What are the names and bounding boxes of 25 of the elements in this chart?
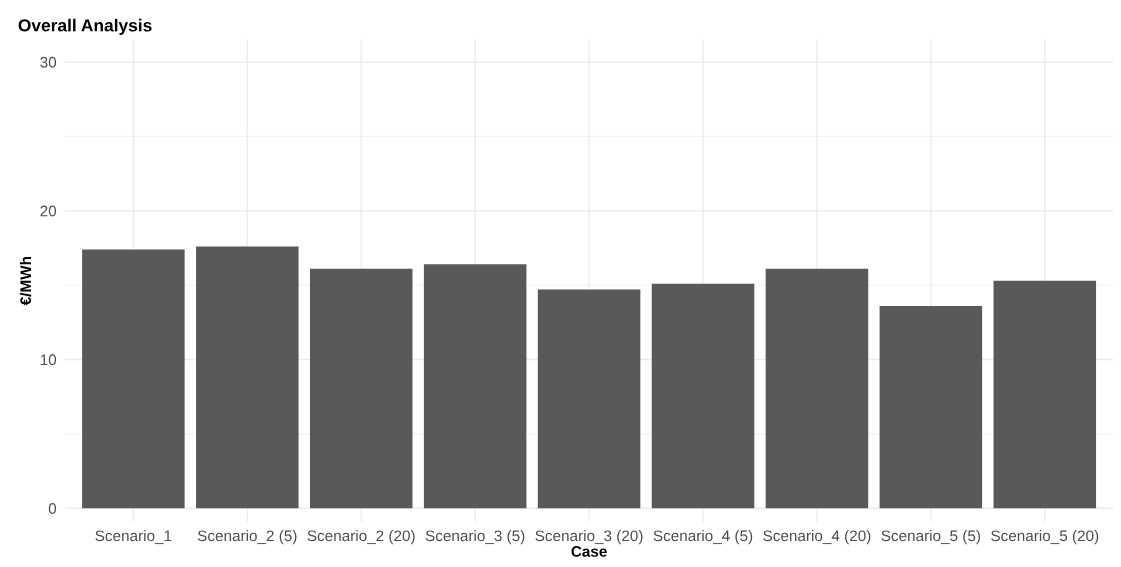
x-tick-label: Scenario_2 (5)	[197, 529, 297, 545]
x-tick-label: Scenario_1	[95, 529, 172, 545]
chart-title: Overall Analysis	[18, 18, 152, 35]
x-tick-label: Scenario_4 (5)	[653, 529, 753, 545]
x-axis-title: Case	[571, 546, 607, 557]
y-axis-title: €/MWh	[19, 257, 32, 306]
x-tick-label: Scenario_4 (20)	[763, 529, 871, 545]
bar	[651, 283, 755, 509]
bar	[309, 268, 413, 509]
y-tick-label: 20	[40, 205, 57, 217]
y-tick-label: 10	[40, 354, 57, 366]
x-tick-label: Scenario_3 (5)	[425, 529, 525, 545]
bar	[423, 264, 527, 509]
bar	[993, 280, 1097, 509]
y-tick-label: 0	[48, 503, 57, 514]
bar	[879, 305, 983, 509]
x-tick-label: Scenario_5 (20)	[991, 529, 1099, 545]
bar	[82, 249, 185, 509]
y-tick-label: 30	[40, 56, 57, 68]
bar	[765, 268, 869, 509]
x-tick-label: Scenario_5 (5)	[881, 529, 981, 545]
bar	[537, 289, 641, 509]
x-tick-label: Scenario_3 (20)	[535, 529, 643, 545]
x-tick-label: Scenario_2 (20)	[307, 529, 415, 545]
bar	[196, 246, 299, 509]
